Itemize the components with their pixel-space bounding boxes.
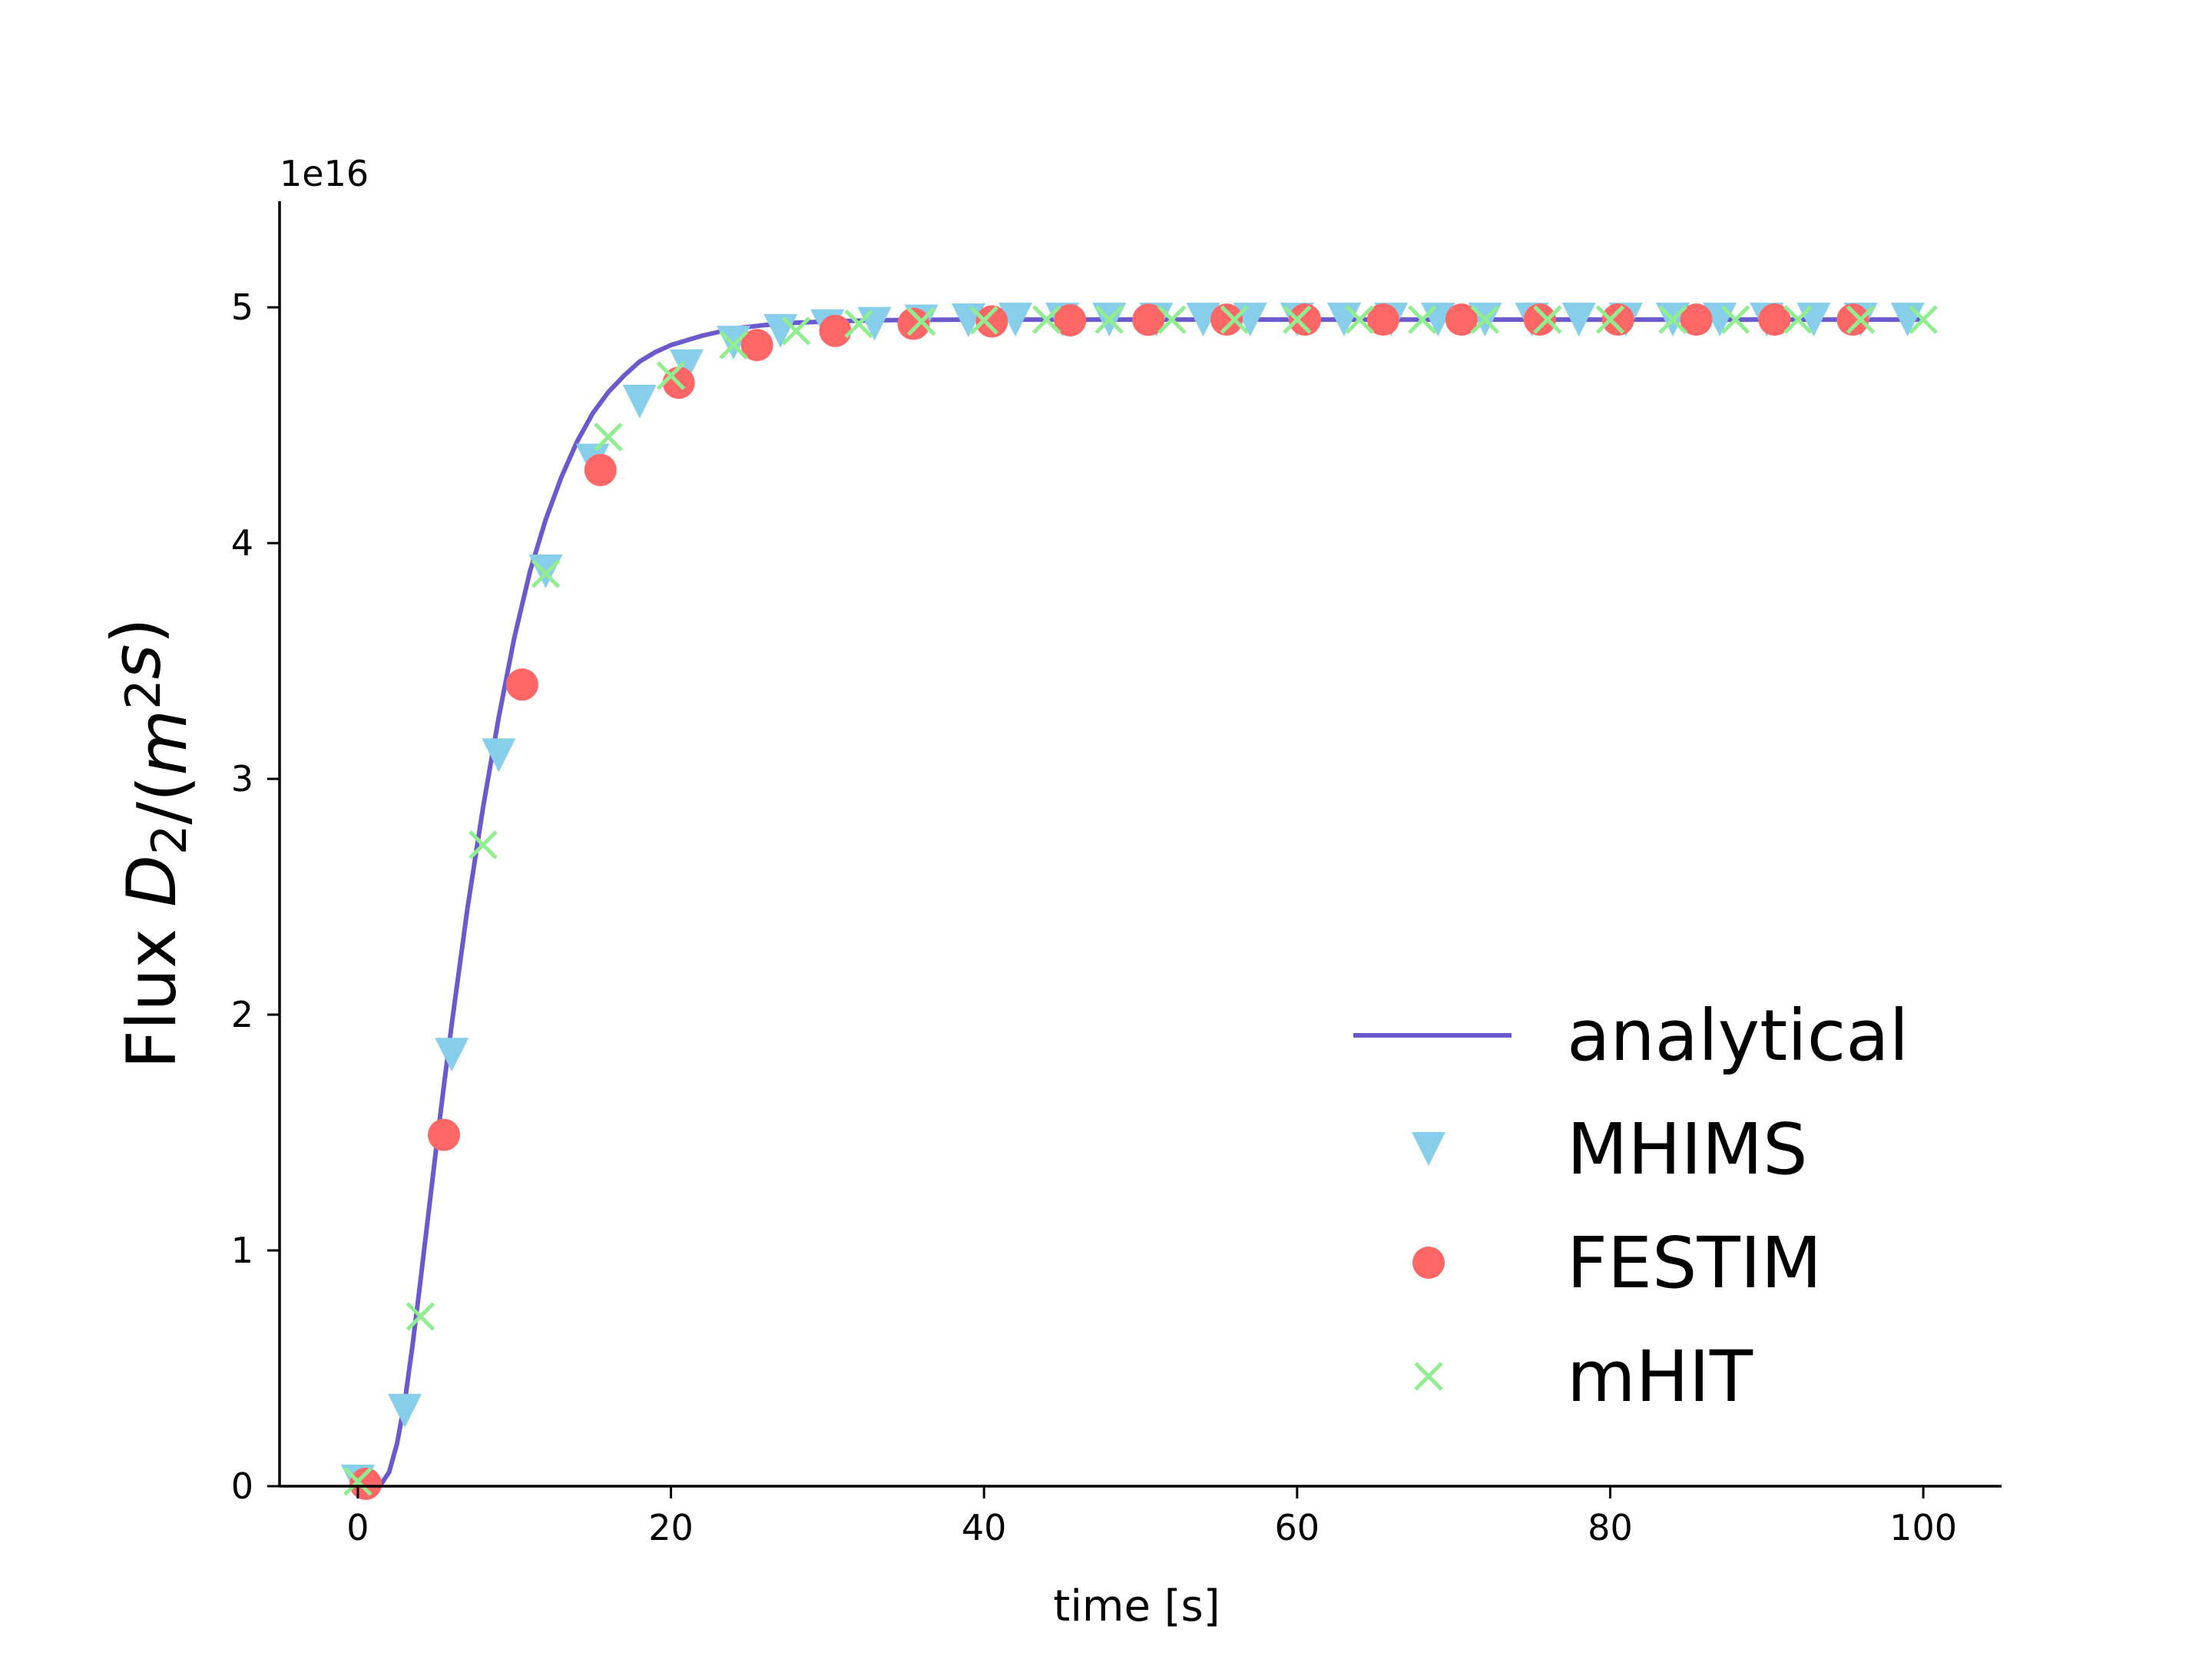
festim-point bbox=[1680, 303, 1713, 336]
festim-point bbox=[1836, 303, 1869, 336]
x-tick-label: 0 bbox=[346, 1507, 369, 1548]
mhit-point bbox=[1283, 305, 1312, 334]
mhit-point bbox=[594, 422, 623, 452]
plot-area bbox=[340, 303, 1938, 1500]
festim-point bbox=[1758, 303, 1791, 336]
festim-point bbox=[1210, 303, 1243, 336]
festim-point bbox=[1601, 303, 1634, 336]
mhit-point bbox=[1533, 305, 1562, 334]
festim-point bbox=[1054, 304, 1087, 337]
festim-point bbox=[819, 314, 852, 347]
mhit-point bbox=[406, 1302, 435, 1331]
legend-item-festim: FESTIM bbox=[1412, 1222, 1822, 1304]
festim-point bbox=[1132, 303, 1165, 336]
mhit-point bbox=[1846, 305, 1876, 334]
festim-point bbox=[1523, 303, 1556, 336]
mhit-point bbox=[469, 830, 498, 859]
mhit-point bbox=[656, 361, 686, 390]
legend-label: MHIMS bbox=[1567, 1108, 1807, 1190]
mhit-point bbox=[969, 306, 998, 335]
legend-item-mhit: mHIT bbox=[1414, 1336, 1753, 1418]
mhims-point bbox=[1186, 303, 1220, 337]
mhit-point bbox=[1031, 305, 1061, 334]
festim-point bbox=[428, 1118, 461, 1151]
y-tick-label: 5 bbox=[231, 286, 253, 328]
mhit-point bbox=[844, 309, 873, 339]
y-axis-label: Flux D2/(m2s) bbox=[97, 618, 202, 1068]
series-festim bbox=[349, 303, 1869, 1500]
mhit-point bbox=[781, 316, 811, 346]
legend-marker-mhims bbox=[1412, 1132, 1445, 1166]
legend-item-mhims: MHIMS bbox=[1412, 1108, 1807, 1190]
mhit-point bbox=[1909, 305, 1938, 334]
festim-point bbox=[975, 305, 1008, 338]
y-tick-label: 0 bbox=[231, 1465, 253, 1507]
legend-item-analytical: analytical bbox=[1353, 995, 1909, 1077]
festim-point bbox=[740, 329, 773, 362]
mhit-point bbox=[719, 330, 748, 360]
y-offset-text: 1e16 bbox=[280, 153, 369, 194]
mhims-point bbox=[388, 1393, 422, 1428]
mhit-point bbox=[1783, 305, 1813, 334]
mhit-point bbox=[1470, 305, 1500, 334]
festim-point bbox=[584, 453, 617, 486]
x-tick-label: 60 bbox=[1275, 1507, 1320, 1548]
festim-point bbox=[897, 307, 930, 340]
x-tick-label: 20 bbox=[648, 1507, 694, 1548]
festim-point bbox=[505, 668, 538, 701]
y-tick-label: 4 bbox=[231, 522, 253, 564]
x-tick-label: 100 bbox=[1889, 1507, 1957, 1548]
mhit-point bbox=[343, 1467, 373, 1496]
mhit-point bbox=[1345, 305, 1375, 334]
y-tick-label: 2 bbox=[231, 994, 253, 1035]
legend-label: analytical bbox=[1567, 995, 1909, 1077]
legend: analytical MHIMS FESTIM mHIT bbox=[1353, 995, 1909, 1418]
mhit-point bbox=[1157, 305, 1187, 334]
mhit-point bbox=[906, 306, 936, 336]
mhims-point bbox=[669, 349, 704, 383]
ticks: 0 20 40 60 80 100 0 1 2 3 4 5 bbox=[231, 286, 1957, 1548]
y-tick-label: 3 bbox=[231, 758, 253, 800]
mhims-point bbox=[435, 1038, 469, 1072]
x-tick-label: 40 bbox=[962, 1507, 1007, 1548]
mhit-point bbox=[1595, 305, 1625, 334]
x-tick-label: 80 bbox=[1588, 1507, 1633, 1548]
mhims-point bbox=[482, 738, 516, 773]
mhims-point bbox=[998, 303, 1032, 337]
festim-point bbox=[1445, 303, 1478, 336]
x-axis-label: time [s] bbox=[1053, 1581, 1220, 1631]
axes bbox=[278, 201, 2002, 1488]
festim-point bbox=[1289, 303, 1322, 336]
y-tick-label: 1 bbox=[231, 1230, 253, 1271]
mhit-point bbox=[1094, 305, 1124, 334]
mhit-point bbox=[1658, 305, 1687, 334]
y-axis-label-text: Flux D2/(m2s) bbox=[97, 618, 202, 1068]
mhit-point bbox=[1720, 305, 1750, 334]
legend-label: mHIT bbox=[1567, 1336, 1753, 1418]
legend-marker-mhit bbox=[1414, 1362, 1443, 1391]
mhit-point bbox=[531, 559, 561, 588]
mhit-point bbox=[1408, 305, 1437, 334]
legend-marker-festim bbox=[1412, 1247, 1445, 1279]
mhit-point bbox=[1220, 305, 1250, 334]
mhims-point bbox=[1561, 303, 1596, 337]
festim-point bbox=[1366, 303, 1399, 336]
mhims-point bbox=[622, 384, 657, 419]
series-mhit bbox=[343, 305, 1938, 1496]
legend-label: FESTIM bbox=[1567, 1222, 1822, 1304]
